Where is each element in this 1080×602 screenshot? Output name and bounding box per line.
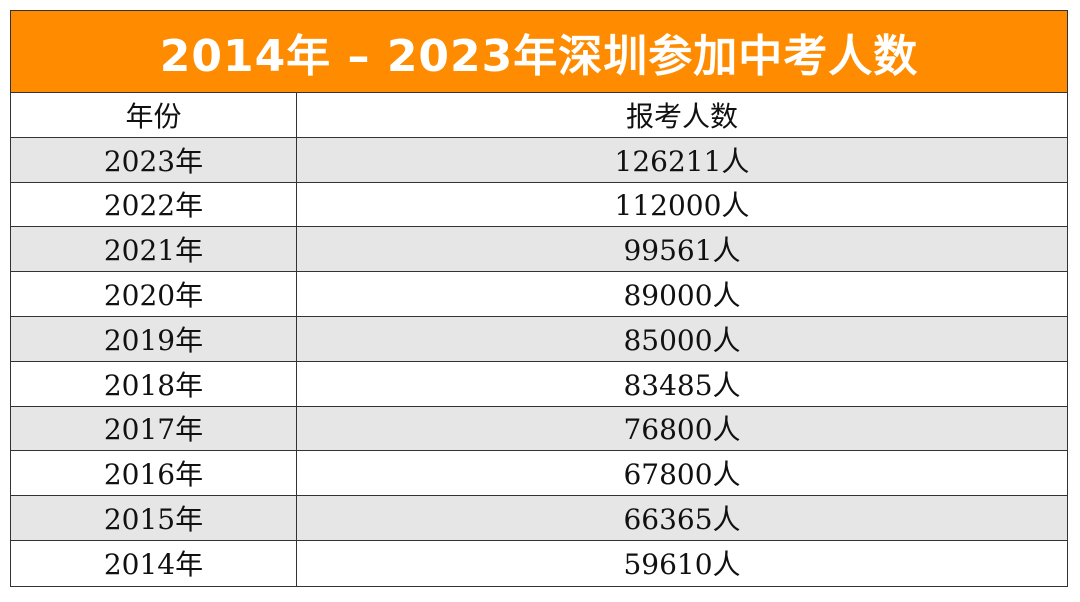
column-header-count: 报考人数 [625, 99, 738, 133]
count-cell: 99561人 [623, 234, 741, 268]
count-cell: 89000人 [623, 279, 741, 313]
table-body: 2023年 126211人 2022年 112000人 2021年 99561人 2020年… [11, 137, 1067, 586]
table-row: 2020年 89000人 [11, 272, 1067, 317]
year-cell: 2017年 [11, 406, 297, 451]
count-cell: 85000人 [623, 323, 741, 357]
count-cell: 112000人 [614, 189, 750, 223]
year-cell: 2016年 [11, 451, 297, 496]
count-cell: 66365人 [623, 503, 741, 537]
table-row: 2022年 112000人 [11, 182, 1067, 228]
table-row: 2019年 85000人 [11, 316, 1067, 362]
year-cell: 2019年 [11, 316, 297, 361]
table-row: 2016年 67800人 [11, 451, 1067, 497]
table-row: 2018年 83485人 [11, 361, 1067, 407]
year-cell: 2023年 [11, 137, 297, 182]
year-cell: 2015年 [11, 496, 297, 540]
table-title-bar: 2014年 – 2023年深圳参加中考人数 [11, 11, 1067, 93]
table-title: 2014年 – 2023年深圳参加中考人数 [159, 30, 919, 82]
table-row: 2017年 76800人 [11, 406, 1067, 452]
year-cell: 2018年 [11, 361, 297, 406]
count-cell: 76800人 [623, 413, 741, 447]
year-cell: 2014年 [11, 540, 297, 586]
table-row: 2021年 99561人 [11, 227, 1067, 273]
table-row: 2015年 66365人 [11, 496, 1067, 541]
table-header-row: 年份 报考人数 [11, 93, 1067, 138]
year-cell: 2020年 [11, 272, 297, 316]
year-cell: 2021年 [11, 227, 297, 272]
count-cell: 67800人 [623, 458, 741, 492]
column-header-year: 年份 [11, 93, 297, 137]
table-row: 2023年 126211人 [11, 137, 1067, 183]
data-table: 2014年 – 2023年深圳参加中考人数 年份 报考人数 2023年 12621… [10, 10, 1068, 587]
table-row: 2014年 59610人 [11, 540, 1067, 586]
count-cell: 83485人 [623, 368, 741, 402]
count-cell: 59610人 [623, 548, 741, 582]
year-cell: 2022年 [11, 182, 297, 227]
count-cell: 126211人 [614, 144, 750, 178]
